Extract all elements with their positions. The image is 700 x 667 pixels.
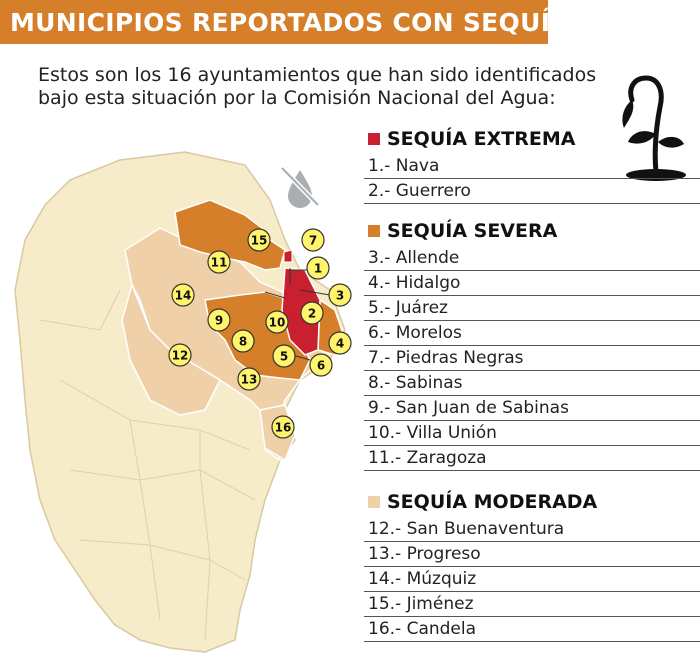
map-marker-8: 8 [231, 329, 255, 353]
legend: SEQUÍA EXTREMA 1.- Nava 2.- Guerrero SEQU… [364, 124, 700, 642]
legend-item: 9.- San Juan de Sabinas [364, 396, 700, 421]
map-marker-label: 15 [251, 234, 268, 248]
map-marker-label: 10 [269, 316, 286, 330]
legend-item: 7.- Piedras Negras [364, 346, 700, 371]
map-marker-label: 1 [314, 262, 322, 276]
map-marker-11: 11 [207, 250, 231, 274]
map-marker-label: 16 [275, 421, 292, 435]
map-marker-6: 6 [309, 353, 333, 377]
map-marker-label: 13 [241, 373, 258, 387]
intro-line-1: Estos son los 16 ayuntamientos que han s… [38, 64, 597, 86]
legend-item: 12.- San Buenaventura [364, 517, 700, 542]
legend-item: 6.- Morelos [364, 321, 700, 346]
intro-line-2: bajo esta situación por la Comisión Naci… [38, 87, 556, 109]
legend-item: 10.- Villa Unión [364, 421, 700, 446]
map-marker-label: 8 [239, 335, 247, 349]
severa-swatch [368, 225, 380, 237]
map-marker-label: 3 [336, 289, 344, 303]
map-marker-2: 2 [300, 301, 324, 325]
legend-item: 16.- Candela [364, 617, 700, 642]
map-marker-label: 2 [308, 307, 316, 321]
map-marker-12: 12 [168, 343, 192, 367]
legend-item: 8.- Sabinas [364, 371, 700, 396]
legend-item: 15.- Jiménez [364, 592, 700, 617]
map-marker-7: 7 [301, 228, 325, 252]
map-marker-3: 3 [328, 283, 352, 307]
legend-moderada-header: SEQUÍA MODERADA [364, 487, 700, 517]
map-marker-label: 14 [175, 289, 192, 303]
legend-item: 4.- Hidalgo [364, 271, 700, 296]
region-extrema-north [283, 249, 293, 263]
map-marker-label: 12 [172, 349, 189, 363]
intro-text: Estos son los 16 ayuntamientos que han s… [38, 64, 598, 110]
map-marker-5: 5 [272, 344, 296, 368]
map-marker-16: 16 [271, 415, 295, 439]
legend-severa-header: SEQUÍA SEVERA [364, 216, 700, 246]
region-severa [174, 199, 286, 271]
legend-severa-list: 3.- Allende 4.- Hidalgo 5.- Juárez 6.- More… [364, 246, 700, 471]
legend-item: 2.- Guerrero [364, 179, 700, 204]
legend-item: 14.- Múzquiz [364, 567, 700, 592]
legend-item: 11.- Zaragoza [364, 446, 700, 471]
legend-item: 13.- Progreso [364, 542, 700, 567]
map-marker-15: 15 [247, 228, 271, 252]
extrema-swatch [368, 133, 380, 145]
legend-moderada-list: 12.- San Buenaventura 13.- Progreso 14.- M… [364, 517, 700, 642]
legend-moderada-title: SEQUÍA MODERADA [387, 491, 598, 513]
title-bar: MUNICIPIOS REPORTADOS CON SEQUÍA [0, 0, 570, 44]
map-marker-10: 10 [265, 310, 289, 334]
map-marker-4: 4 [328, 331, 352, 355]
legend-item: 3.- Allende [364, 246, 700, 271]
map-marker-14: 14 [171, 283, 195, 307]
legend-extrema-list: 1.- Nava 2.- Guerrero [364, 154, 700, 204]
legend-extrema-header: SEQUÍA EXTREMA [364, 124, 700, 154]
legend-extrema-title: SEQUÍA EXTREMA [387, 128, 576, 150]
map-marker-label: 11 [211, 256, 228, 270]
no-water-icon [280, 166, 320, 208]
region-moderada-west [121, 282, 221, 416]
map-marker-9: 9 [207, 308, 231, 332]
legend-severa-title: SEQUÍA SEVERA [387, 220, 558, 242]
map-marker-13: 13 [237, 367, 261, 391]
legend-item: 1.- Nava [364, 154, 700, 179]
map-marker-label: 7 [309, 234, 317, 248]
map-marker-label: 4 [336, 337, 344, 351]
moderada-swatch [368, 496, 380, 508]
map-marker-label: 9 [215, 314, 223, 328]
map-marker-label: 6 [317, 359, 325, 373]
page-title: MUNICIPIOS REPORTADOS CON SEQUÍA [10, 7, 570, 37]
map-marker-1: 1 [306, 256, 330, 280]
legend-item: 5.- Juárez [364, 296, 700, 321]
map-marker-label: 5 [280, 350, 288, 364]
